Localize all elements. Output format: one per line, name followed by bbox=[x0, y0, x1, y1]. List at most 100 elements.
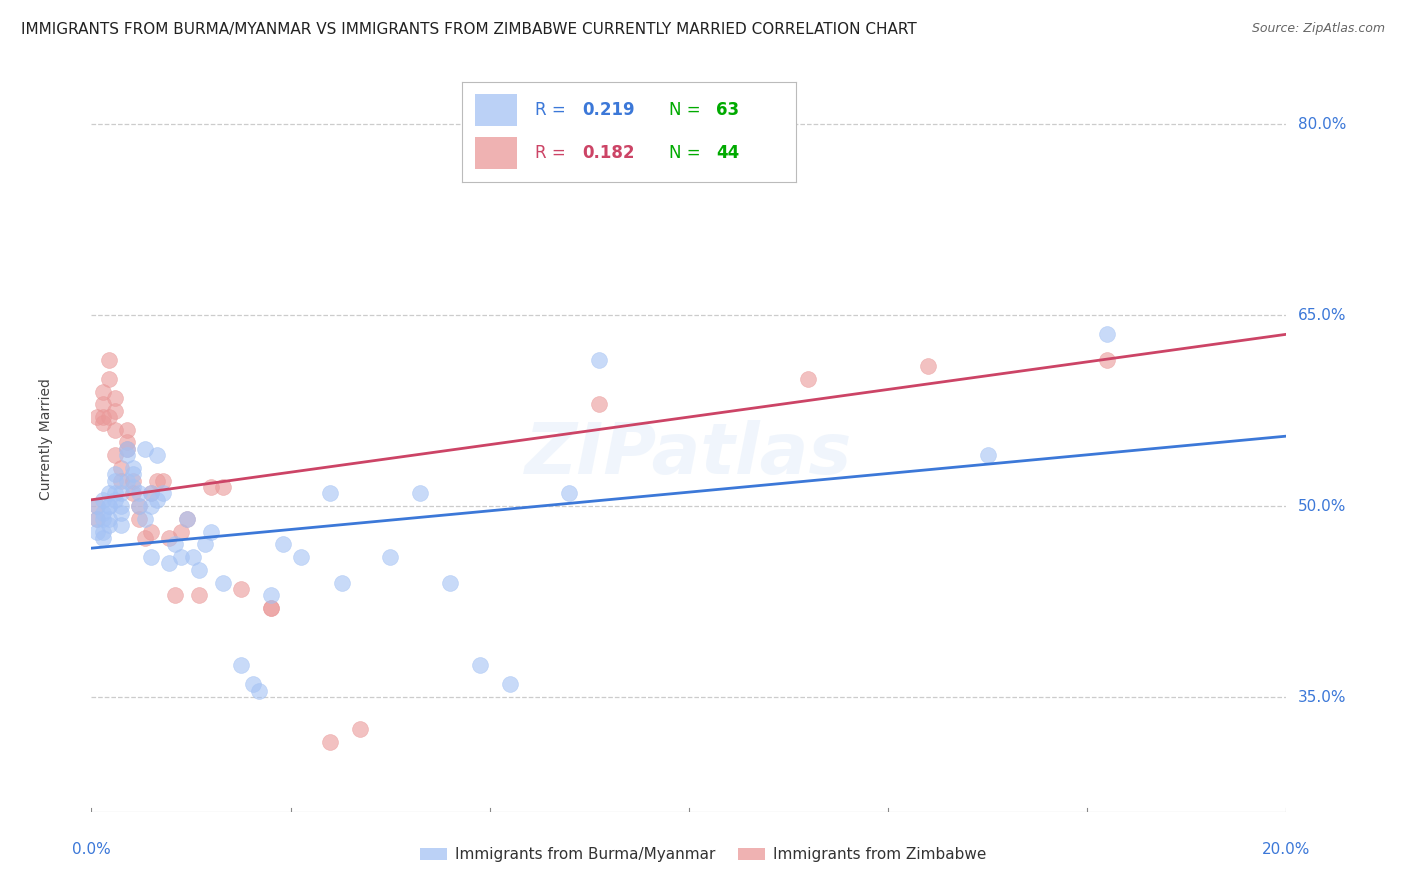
Point bbox=[499, 677, 522, 691]
Point bbox=[110, 518, 132, 533]
Point bbox=[104, 492, 127, 507]
Point bbox=[98, 512, 121, 526]
Point bbox=[194, 537, 217, 551]
Point bbox=[98, 486, 121, 500]
Point bbox=[98, 518, 121, 533]
Point bbox=[122, 480, 145, 494]
Point bbox=[122, 461, 145, 475]
Point bbox=[558, 486, 581, 500]
Point bbox=[86, 512, 108, 526]
Point bbox=[146, 474, 169, 488]
Point bbox=[271, 537, 294, 551]
Point bbox=[1097, 327, 1119, 342]
Point bbox=[110, 461, 132, 475]
Point bbox=[110, 506, 132, 520]
Point bbox=[128, 499, 150, 513]
Point bbox=[319, 734, 342, 748]
Point bbox=[409, 486, 432, 500]
Point bbox=[141, 550, 163, 565]
Point bbox=[86, 499, 108, 513]
Point bbox=[115, 442, 138, 456]
Point bbox=[86, 524, 108, 539]
Point bbox=[332, 575, 354, 590]
Point bbox=[134, 531, 156, 545]
Point bbox=[176, 512, 198, 526]
Point bbox=[319, 486, 342, 500]
Point bbox=[115, 442, 138, 456]
Point bbox=[93, 524, 115, 539]
Point bbox=[134, 442, 156, 456]
Point bbox=[110, 474, 132, 488]
Point bbox=[122, 474, 145, 488]
Point bbox=[588, 397, 610, 411]
Point bbox=[157, 531, 180, 545]
Point bbox=[93, 492, 115, 507]
Point bbox=[93, 410, 115, 425]
Point bbox=[229, 582, 252, 596]
Point bbox=[152, 486, 174, 500]
Point bbox=[170, 550, 193, 565]
Point bbox=[439, 575, 461, 590]
Text: 80.0%: 80.0% bbox=[1298, 117, 1346, 132]
Point bbox=[86, 499, 108, 513]
Point bbox=[104, 467, 127, 482]
Point bbox=[152, 474, 174, 488]
Text: 0.0%: 0.0% bbox=[72, 842, 111, 857]
Point bbox=[176, 512, 198, 526]
Point bbox=[146, 492, 169, 507]
Point bbox=[157, 557, 180, 571]
Point bbox=[259, 588, 281, 602]
Text: 65.0%: 65.0% bbox=[1298, 308, 1346, 323]
Point bbox=[141, 524, 163, 539]
Point bbox=[976, 448, 998, 462]
Point bbox=[181, 550, 204, 565]
Text: 50.0%: 50.0% bbox=[1298, 499, 1346, 514]
Point bbox=[98, 372, 121, 386]
Point bbox=[247, 683, 270, 698]
Point bbox=[797, 372, 820, 386]
Point bbox=[93, 531, 115, 545]
Point bbox=[86, 410, 108, 425]
Point bbox=[104, 486, 127, 500]
Point bbox=[93, 512, 115, 526]
Point bbox=[115, 474, 138, 488]
Point bbox=[86, 512, 108, 526]
Point bbox=[588, 352, 610, 367]
Point bbox=[93, 506, 115, 520]
Point bbox=[468, 658, 491, 673]
Point bbox=[380, 550, 402, 565]
Point bbox=[98, 352, 121, 367]
Point bbox=[917, 359, 939, 373]
Point bbox=[141, 486, 163, 500]
Point bbox=[98, 499, 121, 513]
Point bbox=[211, 480, 233, 494]
Text: IMMIGRANTS FROM BURMA/MYANMAR VS IMMIGRANTS FROM ZIMBABWE CURRENTLY MARRIED CORR: IMMIGRANTS FROM BURMA/MYANMAR VS IMMIGRA… bbox=[21, 22, 917, 37]
Point bbox=[104, 391, 127, 405]
Point bbox=[98, 499, 121, 513]
Legend: Immigrants from Burma/Myanmar, Immigrants from Zimbabwe: Immigrants from Burma/Myanmar, Immigrant… bbox=[413, 841, 993, 868]
Point bbox=[122, 486, 145, 500]
Point bbox=[170, 524, 193, 539]
Point bbox=[134, 512, 156, 526]
Point bbox=[146, 448, 169, 462]
Point bbox=[104, 448, 127, 462]
Point bbox=[115, 448, 138, 462]
Point bbox=[93, 397, 115, 411]
Point bbox=[163, 537, 186, 551]
Point bbox=[122, 467, 145, 482]
Point bbox=[349, 722, 371, 736]
Point bbox=[110, 499, 132, 513]
Point bbox=[141, 486, 163, 500]
Point bbox=[1097, 352, 1119, 367]
Point bbox=[115, 423, 138, 437]
Text: ZIPatlas: ZIPatlas bbox=[526, 420, 852, 489]
Point bbox=[188, 563, 211, 577]
Point bbox=[211, 575, 233, 590]
Point bbox=[128, 486, 150, 500]
Point bbox=[141, 499, 163, 513]
Text: 20.0%: 20.0% bbox=[1263, 842, 1310, 857]
Point bbox=[229, 658, 252, 673]
Text: Currently Married: Currently Married bbox=[39, 378, 53, 500]
Point bbox=[93, 417, 115, 431]
Point bbox=[242, 677, 264, 691]
